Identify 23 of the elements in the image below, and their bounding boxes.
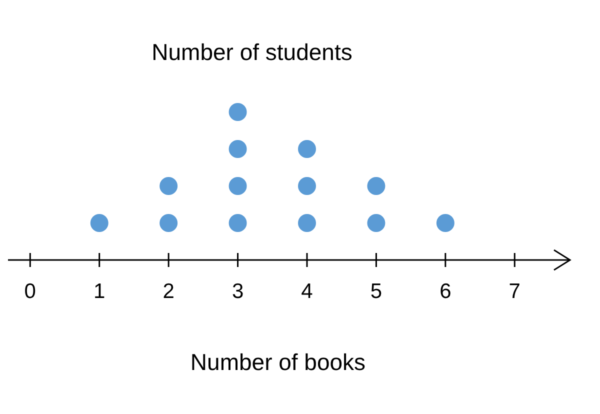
point	[228, 103, 247, 121]
point	[160, 214, 178, 232]
x-tick-label: 2	[162, 280, 174, 303]
point	[298, 214, 316, 232]
x-axis-title: Number of books	[190, 349, 366, 375]
point	[228, 140, 247, 158]
point	[436, 214, 454, 232]
x-tick-label: 5	[370, 280, 382, 303]
point	[228, 214, 247, 232]
x-tick-label: 4	[301, 280, 314, 303]
point	[298, 140, 316, 158]
point	[160, 177, 178, 195]
point	[298, 177, 316, 195]
x-tick-label: 7	[508, 280, 520, 303]
point	[367, 214, 386, 232]
x-tick-label: 0	[24, 280, 36, 303]
point	[90, 214, 108, 232]
point	[367, 177, 386, 195]
x-tick-label: 3	[232, 280, 244, 303]
x-tick-label: 1	[94, 280, 106, 303]
point	[228, 177, 247, 195]
x-tick-label: 6	[440, 280, 452, 303]
chart-title: Number of students	[152, 39, 352, 65]
